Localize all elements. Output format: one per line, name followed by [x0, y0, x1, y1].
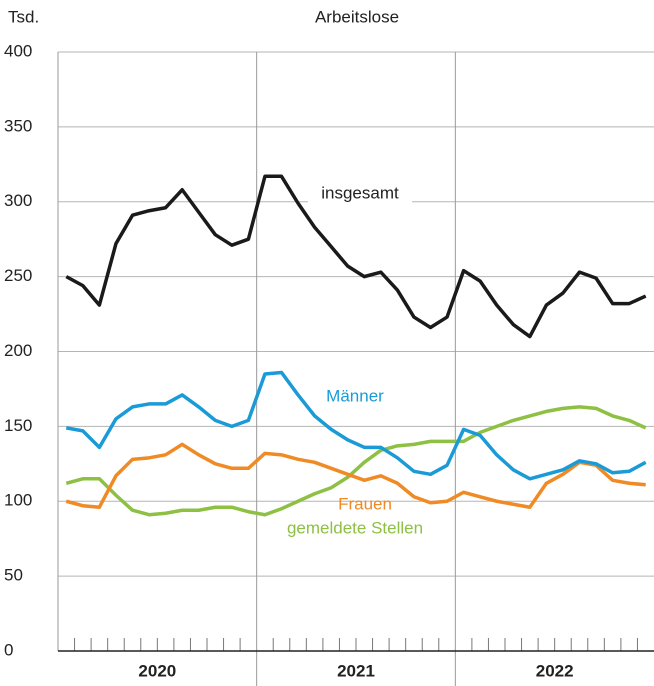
year-label: 2020: [138, 661, 176, 680]
series-label: gemeldete Stellen: [287, 518, 423, 537]
series-line: [65, 405, 647, 517]
label-bg: [308, 183, 412, 205]
series-label: Männer: [326, 386, 384, 405]
y-axis-label: Tsd.: [8, 7, 39, 26]
series-line: [65, 174, 647, 339]
y-tick-label: 200: [4, 341, 32, 360]
y-tick-label: 250: [4, 266, 32, 285]
y-tick-label: 50: [4, 566, 23, 585]
series-line: [65, 370, 647, 481]
series-label: Frauen: [338, 494, 392, 513]
chart-title: Arbeitslose: [315, 7, 399, 26]
y-tick-label: 300: [4, 191, 32, 210]
year-label: 2022: [536, 661, 574, 680]
series-line: [65, 442, 646, 509]
y-tick-label: 350: [4, 116, 32, 135]
series-label: insgesamt: [321, 183, 399, 202]
y-tick-label: 100: [4, 491, 32, 510]
y-tick-label: 150: [4, 416, 32, 435]
year-label: 2021: [337, 661, 375, 680]
y-tick-label: 0: [4, 640, 13, 659]
y-tick-label: 400: [4, 41, 32, 60]
